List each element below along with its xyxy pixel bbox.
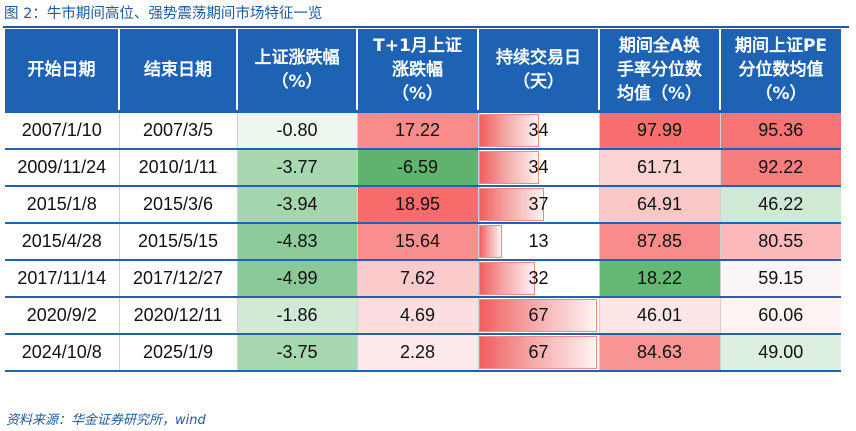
turnover-pct-cell: 46.01 — [599, 297, 721, 335]
days-bar — [478, 225, 502, 258]
start-date-cell: 2015/4/28 — [5, 223, 120, 261]
header-line: 涨跌幅 — [392, 59, 443, 80]
table-row: 2015/4/28 2015/5/15 -4.83 15.64 13 87.85 80.55 — [5, 223, 841, 261]
turnover-pct-cell: 97.99 — [599, 111, 721, 150]
sh-change-cell: -0.80 — [237, 111, 358, 150]
end-date-cell: 2010/1/11 — [119, 149, 238, 187]
turnover-pct-cell: 61.71 — [599, 149, 721, 187]
pe-pct-cell: 92.22 — [720, 149, 841, 187]
trading-days-cell: 34 — [478, 111, 600, 150]
days-bar — [478, 299, 598, 332]
trading-days-cell: 37 — [478, 186, 600, 224]
days-value: 34 — [528, 120, 549, 140]
days-value: 34 — [528, 157, 549, 177]
t1-change-cell: 17.22 — [357, 111, 479, 150]
t1-change-cell: 7.62 — [357, 260, 479, 298]
turnover-pct-cell: 64.91 — [599, 186, 721, 224]
header-line: （天） — [513, 71, 564, 92]
header-line: 持续交易日 — [496, 47, 581, 68]
header-trading-days: 持续交易日 （天） — [478, 29, 600, 113]
title-divider — [3, 26, 849, 28]
days-value: 13 — [528, 231, 549, 251]
end-date-cell: 2007/3/5 — [119, 111, 238, 150]
days-bar — [478, 188, 545, 221]
header-start-date: 开始日期 — [5, 29, 120, 113]
days-value: 67 — [528, 342, 549, 362]
header-end-date: 结束日期 — [119, 29, 238, 113]
header-line: （%） — [391, 83, 444, 104]
trading-days-cell: 13 — [478, 223, 600, 261]
table-row: 2020/9/2 2020/12/11 -1.86 4.69 67 46.01 60.06 — [5, 297, 841, 335]
table-row: 2017/11/14 2017/12/27 -4.99 7.62 32 18.22 59.1… — [5, 260, 841, 298]
start-date-cell: 2024/10/8 — [5, 334, 120, 372]
start-date-cell: 2007/1/10 — [5, 111, 120, 150]
end-date-cell: 2015/5/15 — [119, 223, 238, 261]
trading-days-cell: 32 — [478, 260, 600, 298]
header-line: T+1月上证 — [373, 35, 462, 56]
header-line: 开始日期 — [27, 59, 96, 80]
trading-days-cell: 67 — [478, 334, 600, 372]
header-pe-pct: 期间上证PE 分位数均值 （%） — [720, 29, 841, 113]
start-date-cell: 2015/1/8 — [5, 186, 120, 224]
days-bar — [478, 262, 536, 295]
sh-change-cell: -3.77 — [237, 149, 358, 187]
t1-change-cell: 15.64 — [357, 223, 479, 261]
turnover-pct-cell: 84.63 — [599, 334, 721, 372]
table-row: 2015/1/8 2015/3/6 -3.94 18.95 37 64.91 46.22 — [5, 186, 841, 224]
end-date-cell: 2025/1/9 — [119, 334, 238, 372]
pe-pct-cell: 59.15 — [720, 260, 841, 298]
sh-change-cell: -1.86 — [237, 297, 358, 335]
table-row: 2007/1/10 2007/3/5 -0.80 17.22 34 97.99 95.36 — [5, 111, 841, 150]
header-line: 均值（%） — [616, 83, 703, 104]
trading-days-cell: 34 — [478, 149, 600, 187]
start-date-cell: 2017/11/14 — [5, 260, 120, 298]
trading-days-cell: 67 — [478, 297, 600, 335]
sh-change-cell: -4.99 — [237, 260, 358, 298]
source-note: 资料来源：华金证券研究所，wind — [6, 413, 206, 428]
start-date-cell: 2020/9/2 — [5, 297, 120, 335]
header-line: 分位数均值 — [738, 59, 824, 80]
header-line: 期间上证PE — [734, 35, 828, 56]
sh-change-cell: -3.75 — [237, 334, 358, 372]
header-line: 结束日期 — [144, 59, 212, 80]
days-bar — [478, 336, 598, 369]
turnover-pct-cell: 18.22 — [599, 260, 721, 298]
end-date-cell: 2017/12/27 — [119, 260, 238, 298]
pe-pct-cell: 60.06 — [720, 297, 841, 335]
end-date-cell: 2020/12/11 — [119, 297, 238, 335]
table-row: 2009/11/24 2010/1/11 -3.77 -6.59 34 61.71 92.2… — [5, 149, 841, 187]
pe-pct-cell: 95.36 — [720, 111, 841, 150]
header-t1-change: T+1月上证 涨跌幅 （%） — [357, 29, 479, 113]
figure-title: 图 2：牛市期间高位、强势震荡期间市场特征一览 — [4, 6, 323, 22]
header-line: （%） — [755, 83, 807, 104]
days-bar — [478, 114, 539, 147]
days-value: 37 — [528, 194, 549, 214]
t1-change-cell: 4.69 — [357, 297, 479, 335]
t1-change-cell: 2.28 — [357, 334, 479, 372]
table-row: 2024/10/8 2025/1/9 -3.75 2.28 67 84.63 49.00 — [5, 334, 841, 372]
start-date-cell: 2009/11/24 — [5, 149, 120, 187]
days-value: 32 — [528, 268, 549, 288]
sh-change-cell: -4.83 — [237, 223, 358, 261]
days-value: 67 — [528, 305, 549, 325]
pe-pct-cell: 49.00 — [720, 334, 841, 372]
turnover-pct-cell: 87.85 — [599, 223, 721, 261]
header-line: 期间全A换 — [618, 35, 701, 56]
header-row: 开始日期 结束日期 上证涨跌幅 （%） T+1月上证 涨跌幅 （%） 持续交易日 （天）… — [5, 29, 841, 113]
market-table: 开始日期 结束日期 上证涨跌幅 （%） T+1月上证 涨跌幅 （%） 持续交易日 （天）… — [5, 29, 841, 372]
header-line: 手率分位数 — [617, 59, 702, 80]
sh-change-cell: -3.94 — [237, 186, 358, 224]
header-line: 上证涨跌幅 — [254, 47, 340, 68]
header-line: （%） — [271, 71, 323, 92]
pe-pct-cell: 80.55 — [720, 223, 841, 261]
pe-pct-cell: 46.22 — [720, 186, 841, 224]
header-sh-change: 上证涨跌幅 （%） — [237, 29, 358, 113]
end-date-cell: 2015/3/6 — [119, 186, 238, 224]
header-turnover-pct: 期间全A换手率分位数均值（%） — [599, 29, 721, 113]
t1-change-cell: -6.59 — [357, 149, 479, 187]
days-bar — [478, 151, 539, 184]
t1-change-cell: 18.95 — [357, 186, 479, 224]
